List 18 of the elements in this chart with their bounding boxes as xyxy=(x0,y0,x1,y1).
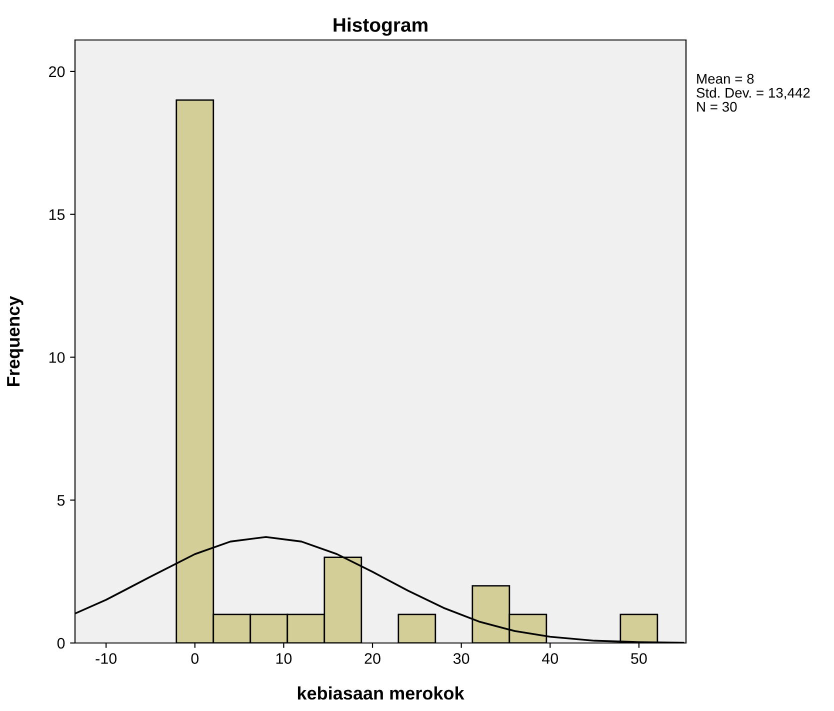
y-tick-label: 15 xyxy=(49,209,65,220)
x-tick-label: 50 xyxy=(631,653,647,664)
text: N = 30 xyxy=(697,102,737,112)
text: Mean = 8 xyxy=(697,74,754,84)
y-tick-label: 0 xyxy=(57,638,65,649)
y-tick-label: 10 xyxy=(49,352,65,363)
y-axis-title: Frequency xyxy=(7,296,24,386)
x-tick-label: 20 xyxy=(364,653,380,664)
x-tick-label: 10 xyxy=(276,653,292,664)
chart-title: Histogram xyxy=(334,18,428,36)
x-tick-label: -10 xyxy=(96,653,117,664)
x-axis-title: kebiasaan merokok xyxy=(298,686,464,700)
x-tick-label: 0 xyxy=(191,653,199,664)
y-tick-label: 5 xyxy=(57,495,65,506)
y-tick-label: 20 xyxy=(49,66,65,78)
x-tick-label: 30 xyxy=(453,653,470,664)
text: Std. Dev. = 13,442 xyxy=(696,88,810,100)
x-tick-label: 40 xyxy=(542,653,558,664)
